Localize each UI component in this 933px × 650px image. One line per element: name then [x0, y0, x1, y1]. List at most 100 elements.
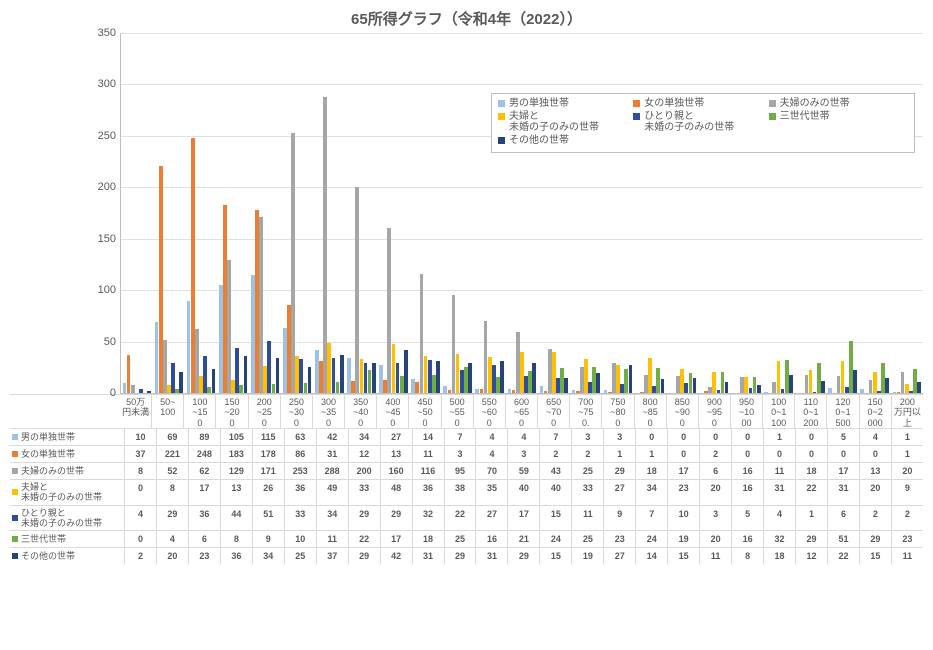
table-cell: 25 [571, 531, 603, 547]
table-cell: 0 [667, 429, 699, 445]
table-cell: 18 [635, 463, 667, 479]
table-cell: 51 [252, 506, 284, 531]
table-cell: 4 [475, 429, 507, 445]
table-cell: 40 [539, 480, 571, 505]
table-cell: 29 [507, 548, 539, 564]
table-cell: 0 [124, 531, 156, 547]
legend-swatch [633, 100, 640, 107]
table-cell: 0 [827, 446, 859, 462]
table-cell: 0 [795, 429, 827, 445]
table-cell: 69 [156, 429, 188, 445]
legend-swatch [633, 113, 640, 120]
bar [340, 355, 344, 393]
table-cell: 0 [731, 446, 763, 462]
x-tick-label: 1200~1500 [826, 395, 858, 428]
table-cell: 1 [795, 506, 827, 531]
table-cell: 1 [603, 446, 635, 462]
row-label: その他の世帯 [10, 548, 124, 564]
x-tick-label: 750~800 [601, 395, 633, 428]
bars-layer [121, 33, 923, 393]
table-cell: 13 [220, 480, 252, 505]
table-cell: 5 [731, 506, 763, 531]
table-cell: 2 [571, 446, 603, 462]
table-cell: 37 [316, 548, 348, 564]
chart-container: 65所得グラフ（令和4年（2022）） 05010015020025030035… [0, 0, 933, 574]
bar-group [602, 33, 634, 393]
table-cell: 20 [891, 463, 923, 479]
table-cell: 9 [891, 480, 923, 505]
table-row: ひとり親と未婚の子のみの世帯42936445133342929322227171… [10, 505, 923, 531]
table-cell: 11 [571, 506, 603, 531]
row-label: 夫婦と未婚の子のみの世帯 [10, 480, 124, 505]
table-cell: 8 [156, 480, 188, 505]
table-cell: 0 [635, 429, 667, 445]
table-cell: 25 [571, 463, 603, 479]
table-cell: 221 [156, 446, 188, 462]
bar [532, 363, 536, 393]
legend-label: 三世代世帯 [780, 111, 830, 122]
table-cell: 2 [539, 446, 571, 462]
table-cell: 21 [507, 531, 539, 547]
legend-item: 夫婦と未婚の子のみの世帯 [498, 111, 633, 133]
bar [661, 379, 665, 393]
table-cell: 32 [412, 506, 444, 531]
table-cell: 42 [316, 429, 348, 445]
row-swatch [12, 451, 18, 457]
bar-group [666, 33, 698, 393]
bar-group [859, 33, 891, 393]
table-cell: 43 [539, 463, 571, 479]
x-tick-label: 400~450 [376, 395, 408, 428]
table-cell: 36 [412, 480, 444, 505]
x-tick-label: 1100~1200 [794, 395, 826, 428]
table-cell: 6 [827, 506, 859, 531]
table-cell: 288 [316, 463, 348, 479]
table-cell: 63 [284, 429, 316, 445]
table-cell: 3 [444, 446, 476, 462]
bar [308, 367, 312, 393]
table-cell: 6 [188, 531, 220, 547]
bar-group [763, 33, 795, 393]
legend-item: 三世代世帯 [769, 111, 904, 133]
y-tick: 0 [110, 387, 116, 399]
legend-label: その他の世帯 [509, 135, 569, 146]
table-cell: 29 [156, 506, 188, 531]
table-cell: 20 [699, 480, 731, 505]
table-cell: 4 [156, 531, 188, 547]
x-tick-label: 800~850 [634, 395, 666, 428]
x-tick-label: 250~300 [280, 395, 312, 428]
table-cell: 27 [475, 506, 507, 531]
row-swatch [12, 489, 18, 495]
table-cell: 31 [412, 548, 444, 564]
bar [139, 389, 143, 393]
x-tick-label: 200~250 [248, 395, 280, 428]
x-tick-label: 50万円未満 [120, 395, 151, 428]
table-cell: 12 [795, 548, 827, 564]
bar [404, 350, 408, 393]
table-cell: 27 [380, 429, 412, 445]
table-cell: 15 [667, 548, 699, 564]
table-cell: 29 [348, 506, 380, 531]
row-swatch [12, 536, 18, 542]
table-cell: 38 [444, 480, 476, 505]
table-row: その他の世帯2202336342537294231293129151927141… [10, 547, 923, 564]
table-cell: 34 [635, 480, 667, 505]
legend-item: 夫婦のみの世帯 [769, 98, 904, 109]
data-table: 男の単独世帯1069891051156342342714744733000010… [10, 428, 923, 564]
bar-group [410, 33, 442, 393]
bar-group [731, 33, 763, 393]
table-cell: 31 [316, 446, 348, 462]
x-tick-label: 300~350 [312, 395, 344, 428]
table-cell: 33 [284, 506, 316, 531]
table-cell: 6 [699, 463, 731, 479]
table-cell: 31 [827, 480, 859, 505]
bar-group [538, 33, 570, 393]
table-cell: 18 [412, 531, 444, 547]
table-cell: 178 [252, 446, 284, 462]
bar [693, 378, 697, 393]
table-cell: 29 [444, 548, 476, 564]
table-cell: 35 [475, 480, 507, 505]
bar-group [442, 33, 474, 393]
bar-group [474, 33, 506, 393]
table-cell: 0 [795, 446, 827, 462]
bar [821, 381, 825, 393]
